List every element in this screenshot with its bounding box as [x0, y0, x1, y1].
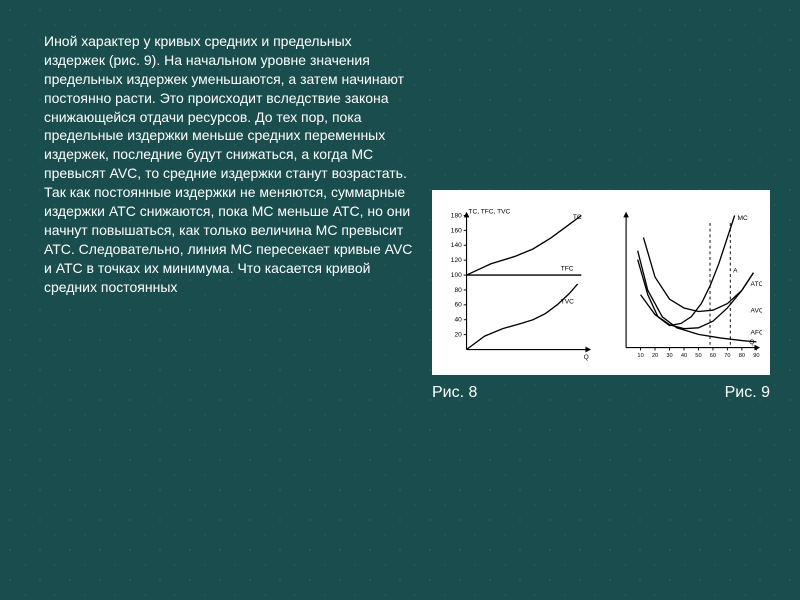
paragraph-text: Иной характер у кривых средних и предель… [44, 32, 414, 296]
svg-text:Q: Q [584, 354, 589, 361]
svg-text:TC, TFC, TVC: TC, TFC, TVC [468, 209, 510, 216]
svg-text:90: 90 [753, 353, 759, 359]
svg-text:30: 30 [666, 353, 672, 359]
svg-text:TC: TC [573, 214, 582, 221]
svg-text:60: 60 [454, 302, 462, 309]
chart-8: 20 40 60 80 100 120 140 160 180 TC, TFC, TVC TC TFC… [432, 190, 601, 375]
svg-text:50: 50 [695, 353, 701, 359]
svg-text:70: 70 [724, 353, 730, 359]
chart-9: 10 20 30 40 50 60 70 80 90 MC ATC AVC AFC A Q [601, 190, 770, 375]
figure-captions: Рис. 8 Рис. 9 [432, 384, 770, 402]
svg-text:80: 80 [454, 287, 462, 294]
charts-panel: 20 40 60 80 100 120 140 160 180 TC, TFC, TVC TC TFC… [432, 190, 770, 375]
svg-text:AVC: AVC [751, 307, 762, 314]
svg-text:A: A [733, 268, 738, 275]
svg-text:MC: MC [738, 215, 748, 222]
svg-text:180: 180 [451, 212, 462, 219]
caption-fig-8: Рис. 8 [432, 384, 477, 402]
svg-text:20: 20 [454, 332, 462, 339]
svg-text:40: 40 [454, 317, 462, 324]
svg-text:160: 160 [451, 227, 462, 234]
svg-text:20: 20 [652, 353, 658, 359]
svg-text:140: 140 [451, 242, 462, 249]
svg-text:120: 120 [451, 257, 462, 264]
svg-text:40: 40 [681, 353, 687, 359]
svg-text:100: 100 [451, 272, 462, 279]
svg-text:TFC: TFC [561, 266, 574, 273]
svg-text:ATC: ATC [751, 281, 762, 288]
svg-text:Q: Q [749, 339, 754, 346]
caption-fig-9: Рис. 9 [725, 384, 770, 402]
svg-text:TVC: TVC [561, 298, 574, 305]
svg-text:10: 10 [637, 353, 643, 359]
svg-text:AFC: AFC [751, 329, 762, 336]
svg-text:60: 60 [710, 353, 716, 359]
svg-text:80: 80 [739, 353, 745, 359]
